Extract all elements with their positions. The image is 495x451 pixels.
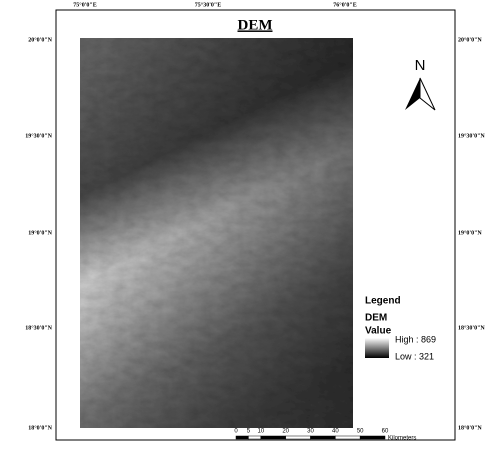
scale-tick: 20 bbox=[282, 429, 289, 435]
latitude-label: 18°30'0"N bbox=[458, 324, 485, 331]
legend-title: Legend bbox=[365, 296, 401, 307]
scale-tick: 10 bbox=[257, 429, 264, 435]
legend-field: Value bbox=[365, 326, 392, 337]
scale-segment bbox=[360, 436, 385, 439]
scale-tick: 5 bbox=[247, 429, 251, 435]
latitude-label: 18°0'0"N bbox=[28, 424, 52, 431]
longitude-label: 76°0'0"E bbox=[333, 1, 356, 8]
scale-segment bbox=[311, 436, 336, 439]
map-title: DEM bbox=[238, 17, 273, 33]
latitude-label: 20°0'0"N bbox=[28, 36, 52, 43]
latitude-label: 19°30'0"N bbox=[458, 132, 485, 139]
legend-layer: DEM bbox=[365, 313, 387, 324]
north-arrow: N bbox=[405, 57, 435, 110]
longitude-label: 75°30'0"E bbox=[195, 1, 221, 8]
scale-segment bbox=[286, 436, 311, 439]
scale-tick: 50 bbox=[357, 429, 364, 435]
scale-tick: 60 bbox=[382, 429, 389, 435]
dem-raster bbox=[80, 38, 353, 428]
latitude-label: 19°0'0"N bbox=[28, 229, 52, 236]
scale-tick: 40 bbox=[332, 429, 339, 435]
latitude-label: 20°0'0"N bbox=[458, 36, 482, 43]
scale-segment bbox=[236, 436, 248, 439]
map-page: DEM N Legend DEM Value High : 869 Low : … bbox=[0, 0, 495, 451]
longitude-label: 75°0'0"E bbox=[73, 1, 96, 8]
legend-ramp bbox=[365, 338, 389, 358]
latitude-label: 19°0'0"N bbox=[458, 229, 482, 236]
scale-tick: 30 bbox=[307, 429, 314, 435]
legend-low: Low : 321 bbox=[395, 351, 434, 361]
scale-segment bbox=[261, 436, 286, 439]
scale-unit: Kilometers bbox=[388, 436, 416, 442]
scale-tick: 0 bbox=[234, 429, 238, 435]
latitude-label: 18°0'0"N bbox=[458, 424, 482, 431]
scale-segment bbox=[248, 436, 260, 439]
legend-high: High : 869 bbox=[395, 334, 436, 344]
north-label: N bbox=[415, 57, 426, 74]
scale-segment bbox=[335, 436, 360, 439]
latitude-label: 19°30'0"N bbox=[25, 132, 52, 139]
latitude-label: 18°30'0"N bbox=[25, 324, 52, 331]
